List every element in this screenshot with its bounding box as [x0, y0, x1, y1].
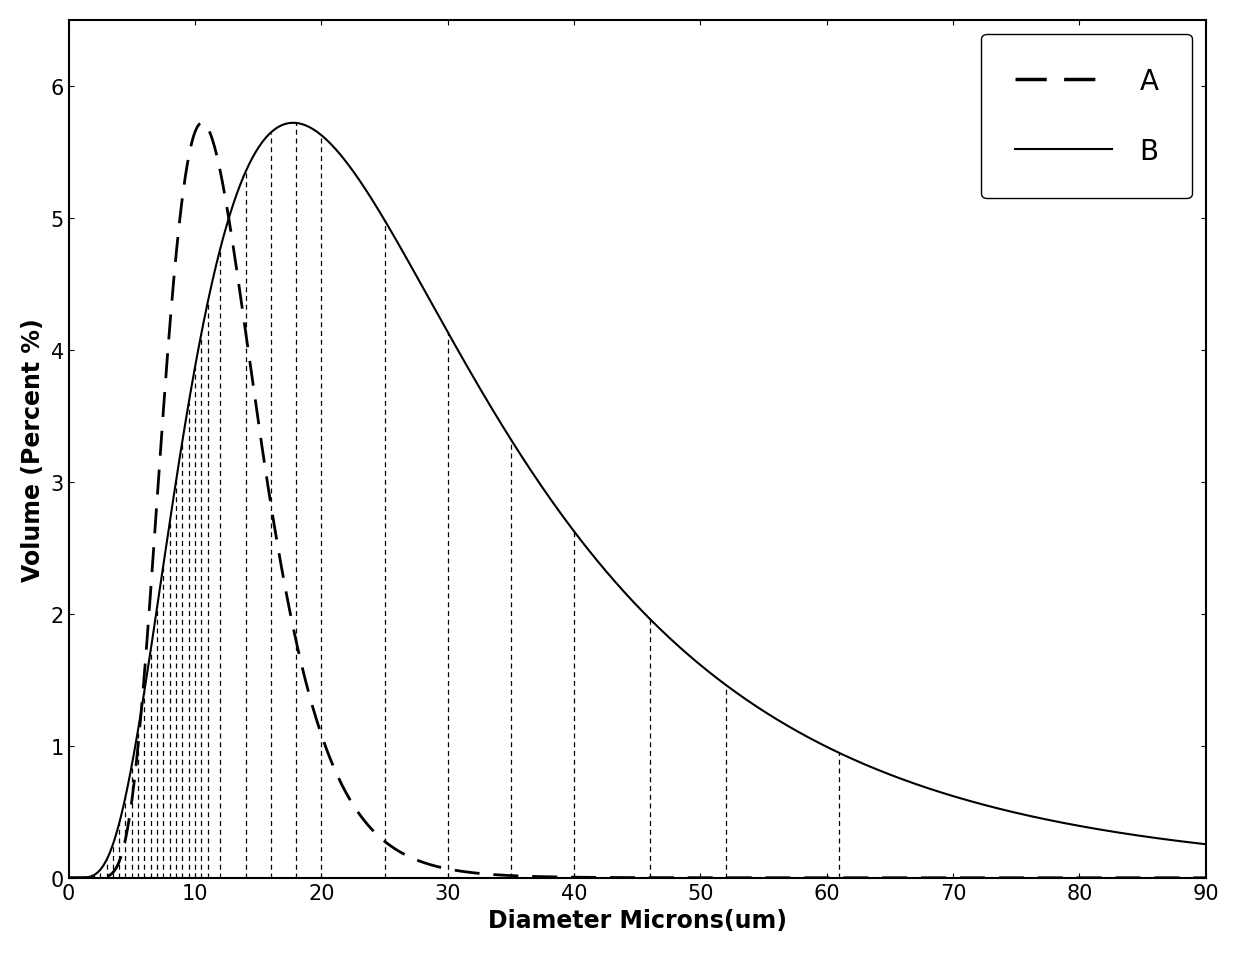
Y-axis label: Volume (Percent %): Volume (Percent %)	[21, 317, 45, 581]
Legend: A, B: A, B	[981, 34, 1192, 199]
X-axis label: Diameter Microns(um): Diameter Microns(um)	[487, 908, 786, 932]
